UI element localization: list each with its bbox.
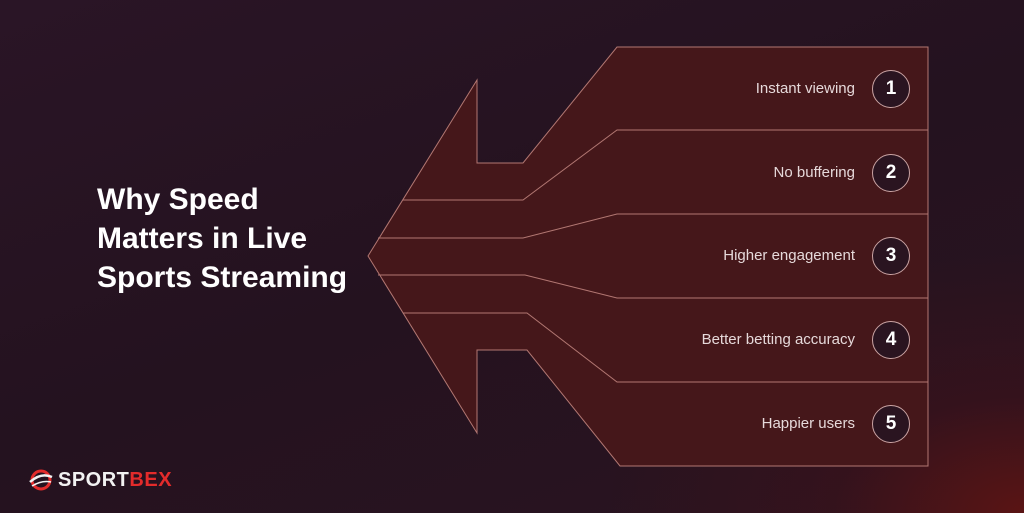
item-label-5: Happier users: [761, 415, 855, 432]
band-line-1: [403, 129, 928, 201]
number-badge-1: 1: [872, 70, 910, 108]
item-label-3: Higher engagement: [723, 247, 855, 264]
number-badge-2: 2: [872, 154, 910, 192]
number-badge-5: 5: [872, 405, 910, 443]
logo-text-bex: BEX: [129, 468, 173, 491]
item-label-2: No buffering: [773, 164, 855, 181]
globe-swoosh-icon: [29, 469, 53, 491]
logo-text-sport: SPORT: [58, 468, 130, 491]
page-title: Why Speed Matters in Live Sports Streami…: [97, 183, 348, 294]
band-line-4: [403, 312, 928, 383]
arrow-shape: [367, 46, 929, 467]
number-badge-3: 3: [872, 237, 910, 275]
band-line-2: [378, 213, 928, 239]
number-badge-4: 4: [872, 321, 910, 359]
sportbex-logo: SPORTBEX: [28, 468, 172, 492]
band-line-3: [378, 274, 928, 299]
item-label-4: Better betting accuracy: [701, 331, 855, 348]
item-label-1: Instant viewing: [755, 80, 855, 97]
